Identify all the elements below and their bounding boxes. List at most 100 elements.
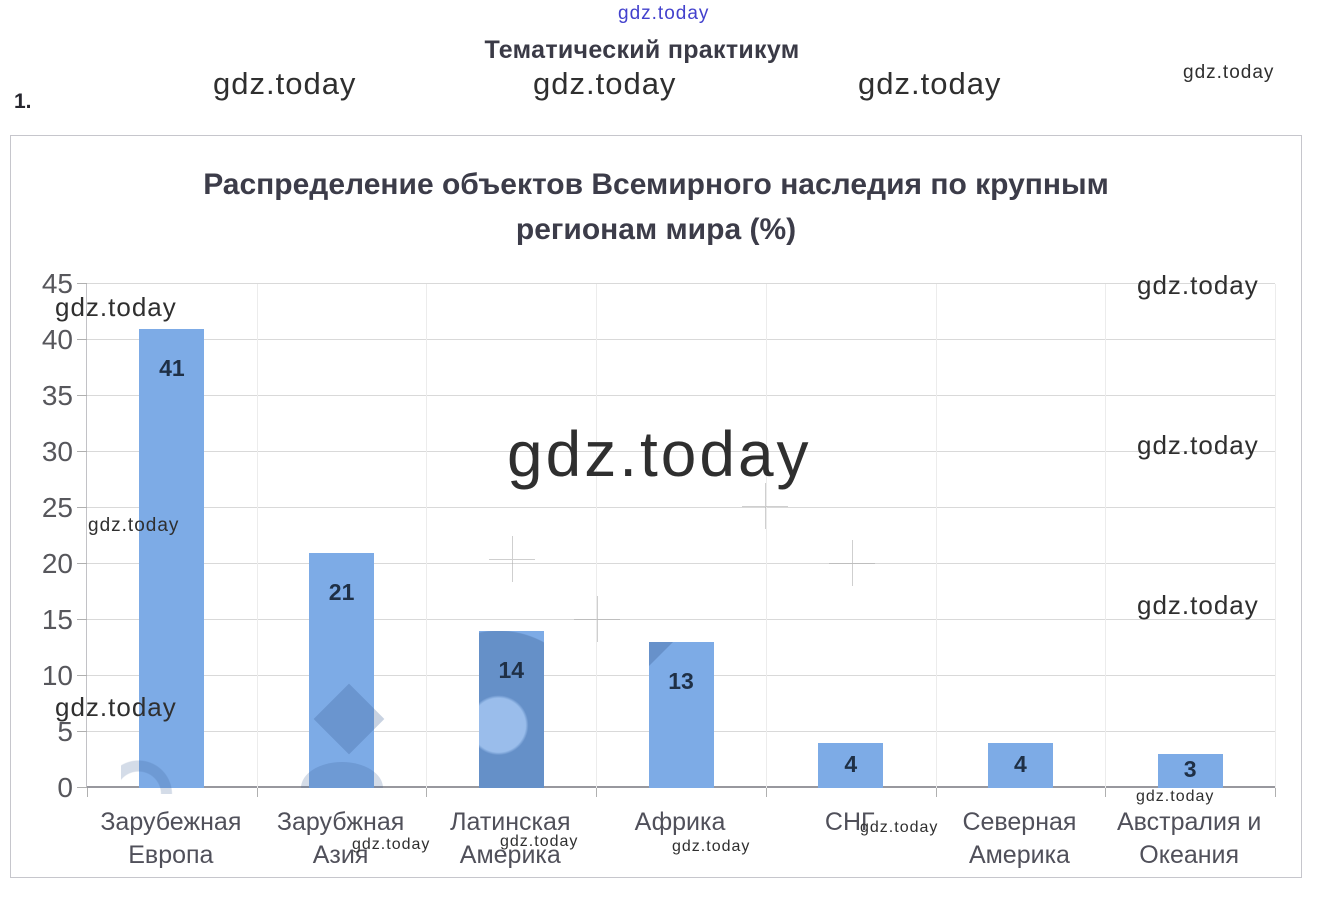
category-slot: 13 [596, 284, 766, 788]
watermark-gdz: gdz.today [533, 66, 677, 101]
x-axis-label: Северная Америка [962, 808, 1077, 869]
gridline [87, 507, 1275, 508]
y-axis-tick [77, 563, 87, 564]
cross-artifact [574, 596, 620, 642]
y-axis-label: 45 [41, 268, 73, 299]
bar-value-label: 13 [668, 668, 694, 695]
y-axis-tick [77, 283, 87, 284]
gridline [87, 619, 1275, 620]
x-axis-label: Африка [634, 808, 726, 836]
x-axis-tick [87, 788, 88, 797]
watermark-gdz: gdz.today [55, 292, 177, 322]
y-axis-tick [77, 619, 87, 620]
watermark-gdz: gdz.today [1137, 270, 1259, 300]
x-axis-tick [935, 788, 937, 797]
x-axis-label: Зарубжная Азия [276, 808, 405, 869]
bar-chart: Распределение объектов Всемирного наслед… [10, 135, 1302, 878]
y-axis-label: 5 [57, 716, 73, 747]
category-slot: 21 [257, 284, 427, 789]
cross-artifact [829, 540, 875, 586]
category-slot: 3 [1105, 284, 1275, 788]
vertical-gridline [765, 284, 767, 788]
y-axis-tick [77, 675, 87, 676]
x-axis-tick [1105, 788, 1107, 797]
bar: 4 [818, 743, 884, 788]
watermark-gdz-top-blue: gdz.today [618, 3, 710, 24]
bar: 13 [648, 642, 714, 788]
x-axis-label: Зарубежная Европа [100, 808, 242, 869]
bar: 14 [478, 631, 544, 788]
category-slot: 4 [936, 284, 1106, 788]
bar: 21 [301, 552, 384, 789]
vertical-gridline [935, 284, 937, 788]
cross-artifact [742, 483, 788, 529]
x-axis-labels: Зарубежная Европа Зарубжная Азия Латинская… [86, 806, 1274, 871]
watermark-gdz: gdz.today [55, 692, 177, 722]
watermark-gdz: gdz.today [352, 836, 431, 853]
bar: 4 [987, 743, 1053, 788]
x-axis-tick [1275, 788, 1276, 797]
watermark-gdz: gdz.today [500, 833, 579, 850]
bar-value-label: 4 [844, 751, 858, 778]
y-axis-label: 30 [41, 436, 73, 467]
category-slot: 14 [426, 284, 596, 788]
watermark-gdz: gdz.today [860, 819, 939, 836]
x-axis-label: Австралия и Океания [1116, 808, 1262, 869]
y-axis-tick [77, 507, 87, 508]
bar-value-label: 3 [1183, 756, 1197, 783]
gridline [87, 283, 1275, 284]
gridline [87, 339, 1275, 340]
y-axis-label: 20 [41, 548, 73, 579]
watermark-gdz: gdz.today [672, 838, 751, 855]
y-axis-tick [77, 731, 87, 732]
cross-artifact [489, 536, 535, 582]
vertical-gridline [1105, 284, 1107, 788]
watermark-gdz: gdz.today [1137, 430, 1259, 460]
y-axis-label: 15 [41, 604, 73, 635]
bar: 3 [1157, 754, 1223, 788]
y-axis-label: 0 [57, 772, 73, 803]
chart-title: Распределение объектов Всемирного наслед… [11, 162, 1301, 252]
x-axis-tick [256, 788, 258, 797]
bar-value-label: 21 [328, 578, 355, 605]
gridline [87, 451, 1275, 452]
gridline [87, 563, 1275, 564]
bar-value-label: 41 [159, 354, 185, 381]
category-slot: 41 [87, 284, 257, 795]
category-slot: 4 [766, 284, 936, 788]
x-axis-tick [596, 788, 598, 797]
bar-value-label: 14 [498, 657, 525, 684]
x-axis-tick [426, 788, 428, 797]
question-number: 1. [14, 90, 32, 113]
y-axis-tick [77, 339, 87, 340]
vertical-gridline [596, 284, 598, 788]
gridline [87, 395, 1275, 396]
y-axis-label: 35 [41, 380, 73, 411]
plot-area: 41 21 14 13 4 4 3 0 5 10 15 20 25 30 35 40 45 [42, 270, 1276, 802]
bar-value-label: 4 [1014, 751, 1027, 778]
y-axis-label: 25 [41, 492, 73, 523]
vertical-gridline [256, 284, 258, 788]
y-axis-tick [77, 787, 87, 788]
y-axis-tick [77, 395, 87, 396]
y-axis-label: 10 [41, 660, 73, 691]
x-axis-tick [765, 788, 767, 797]
y-axis-tick [77, 451, 87, 452]
page-header-title: Тематический практикум [484, 36, 800, 64]
watermark-gdz: gdz.today [1137, 590, 1259, 620]
chart-title-text: Распределение объектов Всемирного наслед… [203, 168, 1109, 246]
vertical-gridline [1275, 284, 1276, 788]
watermark-gdz: gdz.today [88, 515, 180, 536]
watermark-gdz: gdz.today [213, 66, 357, 101]
watermark-gdz-large: gdz.today [507, 418, 812, 490]
watermark-gdz: gdz.today [1136, 788, 1215, 805]
watermark-gdz: gdz.today [858, 66, 1002, 101]
watermark-gdz: gdz.today [1183, 62, 1275, 83]
bars-container: 41 21 14 13 4 4 3 [87, 284, 1275, 795]
x-axis-label: СНГ [824, 808, 875, 836]
bar: 41 [121, 328, 205, 795]
y-axis-label: 40 [41, 324, 73, 355]
vertical-gridline [426, 284, 428, 788]
x-axis-label: Латинская Америка [450, 808, 571, 869]
